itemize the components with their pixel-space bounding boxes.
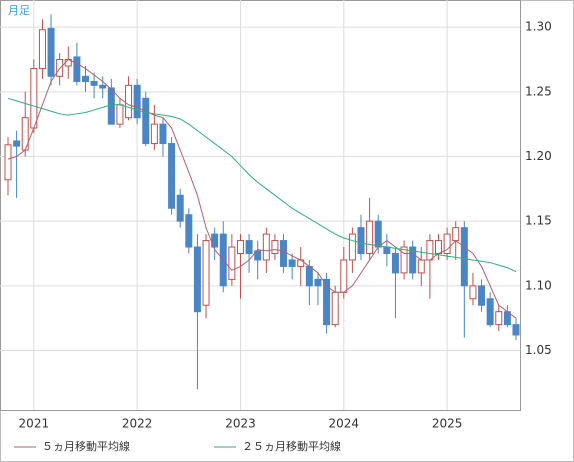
y-tick-label: 1.30 <box>525 20 552 34</box>
candle-body <box>30 68 38 129</box>
candle-body <box>202 240 210 306</box>
candle-body <box>460 227 468 287</box>
candle-body <box>443 233 451 255</box>
candle-body <box>47 27 55 77</box>
x-tick-label: 2021 <box>19 417 50 431</box>
y-tick-label: 1.10 <box>525 278 552 292</box>
candle-body <box>262 233 270 261</box>
candle-body <box>512 324 520 336</box>
candle-body <box>331 291 339 326</box>
moving-average-line <box>7 97 517 273</box>
candle-body <box>400 246 408 274</box>
y-tick-label: 1.05 <box>525 343 552 357</box>
candle-body <box>426 240 434 261</box>
candle-body <box>168 143 176 209</box>
y-tick-label: 1.25 <box>525 84 552 98</box>
candle-body <box>323 278 331 326</box>
chart-title: 月足 <box>8 4 30 17</box>
candle-body <box>417 259 425 274</box>
candle-body <box>185 214 193 248</box>
candle-body <box>38 29 46 70</box>
candle-body <box>409 246 417 274</box>
candle-body <box>245 240 253 255</box>
candle-body <box>254 250 262 261</box>
candle-body <box>374 220 382 248</box>
candle-body <box>107 87 115 125</box>
candle-body <box>81 75 89 82</box>
candle-body <box>211 233 219 248</box>
candle-body <box>314 278 322 287</box>
candle-body <box>348 233 356 261</box>
x-tick-label: 2023 <box>225 417 256 431</box>
candle-body <box>486 298 494 326</box>
legend-label: ５ヵ月移動平均線 <box>42 439 130 453</box>
x-tick-label: 2025 <box>432 417 463 431</box>
candle-body <box>391 253 399 274</box>
candle-body <box>142 97 150 145</box>
plot-area <box>0 0 521 411</box>
candle-body <box>469 285 477 300</box>
moving-average-line <box>7 58 517 319</box>
candle-body <box>159 123 167 145</box>
candle-body <box>228 246 236 280</box>
candle-body <box>357 227 365 255</box>
candle-body <box>305 265 313 287</box>
candle-body <box>383 246 391 255</box>
candle-body <box>125 84 133 119</box>
legend-label: ２５ヵ月移動平均線 <box>242 439 341 453</box>
candle-body <box>288 259 296 267</box>
candle-body <box>366 220 374 255</box>
y-tick-label: 1.15 <box>525 214 552 228</box>
candle-body <box>4 144 12 181</box>
x-tick-label: 2022 <box>122 417 153 431</box>
candle-body <box>176 194 184 222</box>
candle-body <box>150 123 158 145</box>
y-tick-label: 1.20 <box>525 149 552 163</box>
candle-body <box>90 80 98 86</box>
candle-body <box>478 285 486 306</box>
candle-body <box>280 240 288 267</box>
candle-body <box>116 104 124 125</box>
candle-body <box>73 56 81 82</box>
candle-body <box>435 240 442 255</box>
candle-body <box>193 246 201 313</box>
candle-body <box>99 84 107 89</box>
candle-body <box>340 259 348 293</box>
x-tick-label: 2024 <box>329 417 360 431</box>
candle-body <box>495 311 503 326</box>
candle-body <box>13 140 21 147</box>
candle-body <box>271 240 279 255</box>
candle-body <box>236 240 244 255</box>
candle-body <box>452 227 460 242</box>
candle-body <box>133 84 141 119</box>
